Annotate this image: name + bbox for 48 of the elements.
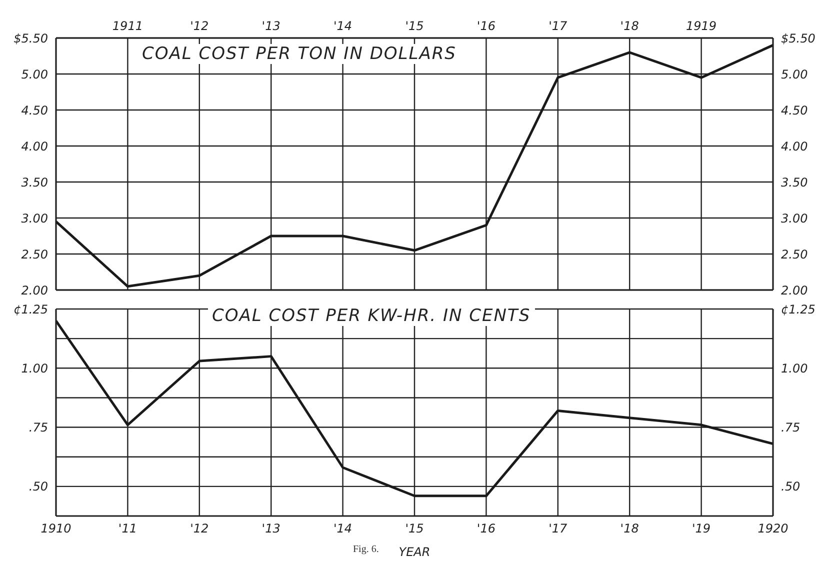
x2-tick-label: '15 bbox=[405, 19, 424, 33]
chart-title: COAL COST PER TON IN DOLLARS bbox=[138, 44, 460, 64]
y2-tick-label: .50 bbox=[781, 480, 800, 494]
y2-tick-label: 1.00 bbox=[781, 361, 808, 376]
x-tick-label: '19 bbox=[692, 522, 711, 536]
y-tick-label: 4.50 bbox=[21, 103, 48, 118]
x2-tick-label: '13 bbox=[262, 19, 280, 33]
x-tick-label: '17 bbox=[548, 522, 568, 536]
y-tick-label: 4.00 bbox=[21, 139, 48, 154]
y-tick-label: .75 bbox=[28, 420, 48, 435]
y-tick-label: 5.00 bbox=[21, 67, 48, 82]
y-tick-label: 3.50 bbox=[21, 175, 48, 190]
x-tick-label: 1920 bbox=[758, 522, 789, 536]
y2-tick-label: 2.00 bbox=[781, 283, 808, 298]
x-tick-label: '13 bbox=[262, 522, 280, 536]
y2-tick-label: $5.50 bbox=[781, 31, 816, 46]
chart-title: COAL COST PER KW-HR. IN CENTS bbox=[208, 306, 535, 326]
y-tick-label: 2.00 bbox=[21, 283, 48, 298]
y-tick-label: .50 bbox=[28, 480, 48, 494]
y2-tick-label: 3.00 bbox=[781, 211, 808, 226]
caption: Fig. 6. bbox=[353, 544, 379, 555]
y2-tick-label: .75 bbox=[781, 420, 800, 435]
x2-tick-label: '17 bbox=[548, 19, 568, 33]
y2-tick-label: 2.50 bbox=[781, 247, 808, 262]
y2-tick-label: 3.50 bbox=[781, 175, 808, 190]
y-tick-label: ¢1.25 bbox=[14, 302, 48, 316]
y-tick-label: $5.50 bbox=[14, 31, 48, 46]
y-tick-label: 3.00 bbox=[21, 211, 48, 226]
y2-tick-label: ¢1.25 bbox=[781, 302, 816, 316]
x-tick-label: '11 bbox=[118, 522, 137, 536]
x2-tick-label: '16 bbox=[476, 19, 496, 33]
x2-tick-label: 1919 bbox=[686, 19, 717, 33]
x-tick-label: '18 bbox=[620, 522, 640, 536]
y-tick-label: 1.00 bbox=[21, 361, 48, 376]
x-axis-title: YEAR bbox=[398, 545, 430, 559]
x-tick-label: '14 bbox=[334, 522, 352, 536]
x2-tick-label: '14 bbox=[334, 19, 352, 33]
x2-tick-label: '18 bbox=[620, 19, 640, 33]
x-tick-label: '15 bbox=[405, 522, 424, 536]
x-tick-label: '12 bbox=[190, 522, 209, 536]
x-tick-label: 1910 bbox=[40, 522, 72, 536]
x-tick-label: '16 bbox=[476, 522, 496, 536]
y2-tick-label: 4.00 bbox=[781, 139, 808, 154]
y-tick-label: 2.50 bbox=[21, 247, 48, 262]
y2-tick-label: 5.00 bbox=[781, 67, 808, 82]
x2-tick-label: '12 bbox=[190, 19, 209, 33]
y2-tick-label: 4.50 bbox=[781, 103, 808, 118]
x2-tick-label: 1911 bbox=[112, 19, 143, 33]
